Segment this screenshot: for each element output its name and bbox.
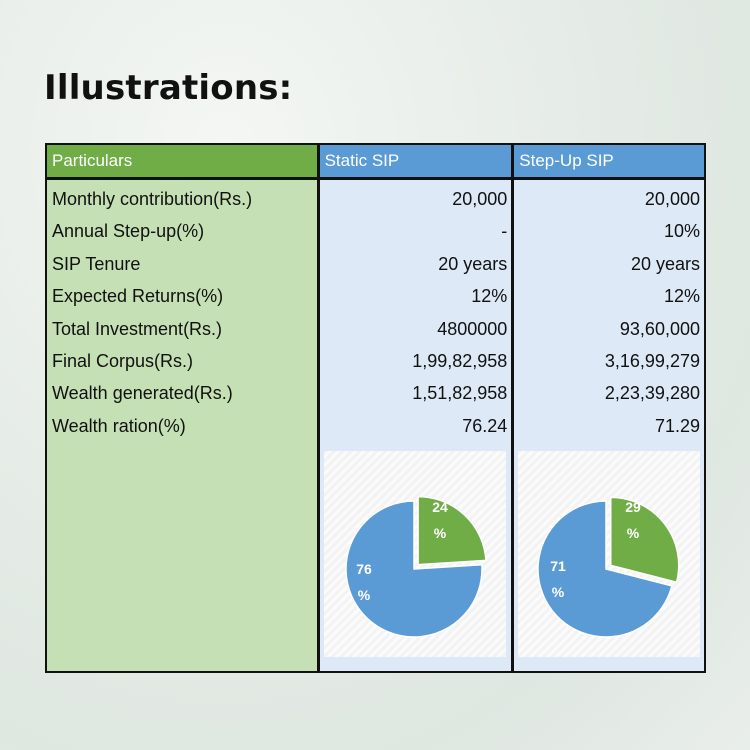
stepup-sip-pie-chart: 29% 71%	[518, 451, 701, 657]
particular-wealth-generated: Wealth generated(Rs.)	[52, 383, 233, 404]
static-total-investment: 4800000	[437, 318, 508, 339]
particular-monthly-contribution: Monthly contribution(Rs.)	[52, 189, 253, 209]
particular-sip-tenure: SIP Tenure	[52, 253, 141, 274]
stepup-monthly-contribution: 20,000	[644, 189, 700, 209]
stepup-wealth-ration: 71.29	[654, 415, 700, 436]
stepup-sip-header: Step-Up SIP	[514, 145, 704, 180]
pie-label-unit: %	[357, 587, 370, 603]
static-sip-header: Static SIP	[319, 145, 512, 180]
static-monthly-contribution: 20,000	[452, 189, 508, 209]
static-wealth-generated: 1,51,82,958	[412, 383, 508, 404]
pie-slice-wealth	[610, 496, 680, 584]
stepup-sip-pie-svg: 29% 71%	[537, 496, 680, 638]
static-sip-tenure: 20 years	[438, 253, 508, 274]
pie-label-value: 71	[550, 558, 566, 574]
static-annual-stepup: -	[501, 221, 508, 242]
particulars-column: Particulars Monthly contribution(Rs.) An…	[47, 145, 317, 671]
stepup-total-investment: 93,60,000	[619, 318, 700, 339]
pie-label-value: 29	[625, 499, 641, 515]
particular-total-investment: Total Investment(Rs.)	[52, 318, 223, 339]
pie-slice-investment	[344, 500, 483, 638]
particular-expected-returns: Expected Returns(%)	[52, 286, 224, 307]
pie-slice-wealth	[416, 495, 487, 566]
particulars-header: Particulars	[47, 145, 317, 180]
stepup-wealth-generated: 2,23,39,280	[604, 383, 700, 404]
pie-label-unit: %	[627, 525, 640, 541]
pie-label-unit: %	[433, 525, 446, 541]
static-final-corpus: 1,99,82,958	[412, 350, 508, 371]
pie-slice-investment	[537, 500, 674, 638]
stepup-expected-returns: 12%	[663, 286, 700, 307]
sip-comparison-table: Particulars Monthly contribution(Rs.) An…	[45, 143, 706, 673]
particular-wealth-ration: Wealth ration(%)	[52, 415, 186, 436]
pie-label-unit: %	[552, 584, 565, 600]
static-sip-pie-chart: 24% 76%	[323, 451, 506, 657]
static-sip-column: Static SIP 20,000 - 20 years 12% 4800000…	[316, 145, 512, 671]
stepup-annual-stepup: 10%	[663, 221, 700, 242]
stepup-final-corpus: 3,16,99,279	[604, 350, 700, 371]
particular-final-corpus: Final Corpus(Rs.)	[52, 350, 194, 371]
pie-label-value: 76	[356, 561, 372, 577]
stepup-sip-tenure: 20 years	[630, 253, 700, 274]
particular-annual-stepup: Annual Step-up(%)	[52, 221, 205, 242]
static-expected-returns: 12%	[471, 286, 508, 307]
static-sip-pie-svg: 24% 76%	[344, 495, 487, 638]
static-wealth-ration: 76.24	[462, 415, 508, 436]
stepup-sip-column: Step-Up SIP 20,000 10% 20 years 12% 93,6…	[511, 145, 704, 671]
page-heading: Illustrations:	[44, 68, 293, 108]
pie-label-value: 24	[432, 499, 448, 515]
